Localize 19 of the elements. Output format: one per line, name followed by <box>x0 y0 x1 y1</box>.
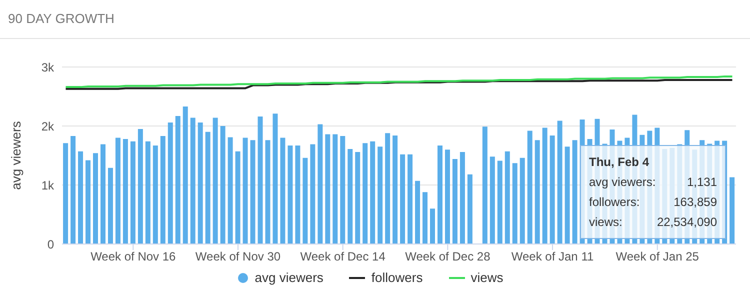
text: views: 22,534,090 <box>589 215 717 229</box>
x-tick-label: Week of Dec 28 <box>405 250 491 264</box>
y-tick-label: 0 <box>47 237 54 252</box>
legend-label: avg viewers <box>254 270 324 285</box>
y-tick-label: 3k <box>41 60 55 74</box>
x-tick-label: Week of Nov 30 <box>195 250 281 264</box>
y-tick-label: 2k <box>41 119 55 134</box>
x-tick-label: Week of Dec 14 <box>300 250 386 264</box>
text: followers: 163,859 <box>589 195 717 209</box>
legend-label: followers <box>371 270 423 285</box>
x-tick-label: Week of Jan 25 <box>616 250 700 264</box>
y-tick-label: 1k <box>41 178 55 192</box>
legend-label: views <box>470 270 504 285</box>
x-tick-label: Week of Jan 11 <box>511 250 594 264</box>
chart-title: 90 DAY GROWTH <box>0 0 750 39</box>
y-axis-title: avg viewers <box>8 120 24 190</box>
x-tick-label: Week of Nov 16 <box>90 250 176 264</box>
text: avg viewers: 1,131 <box>589 175 717 189</box>
annotation: Thu, Feb 4 <box>589 154 650 171</box>
